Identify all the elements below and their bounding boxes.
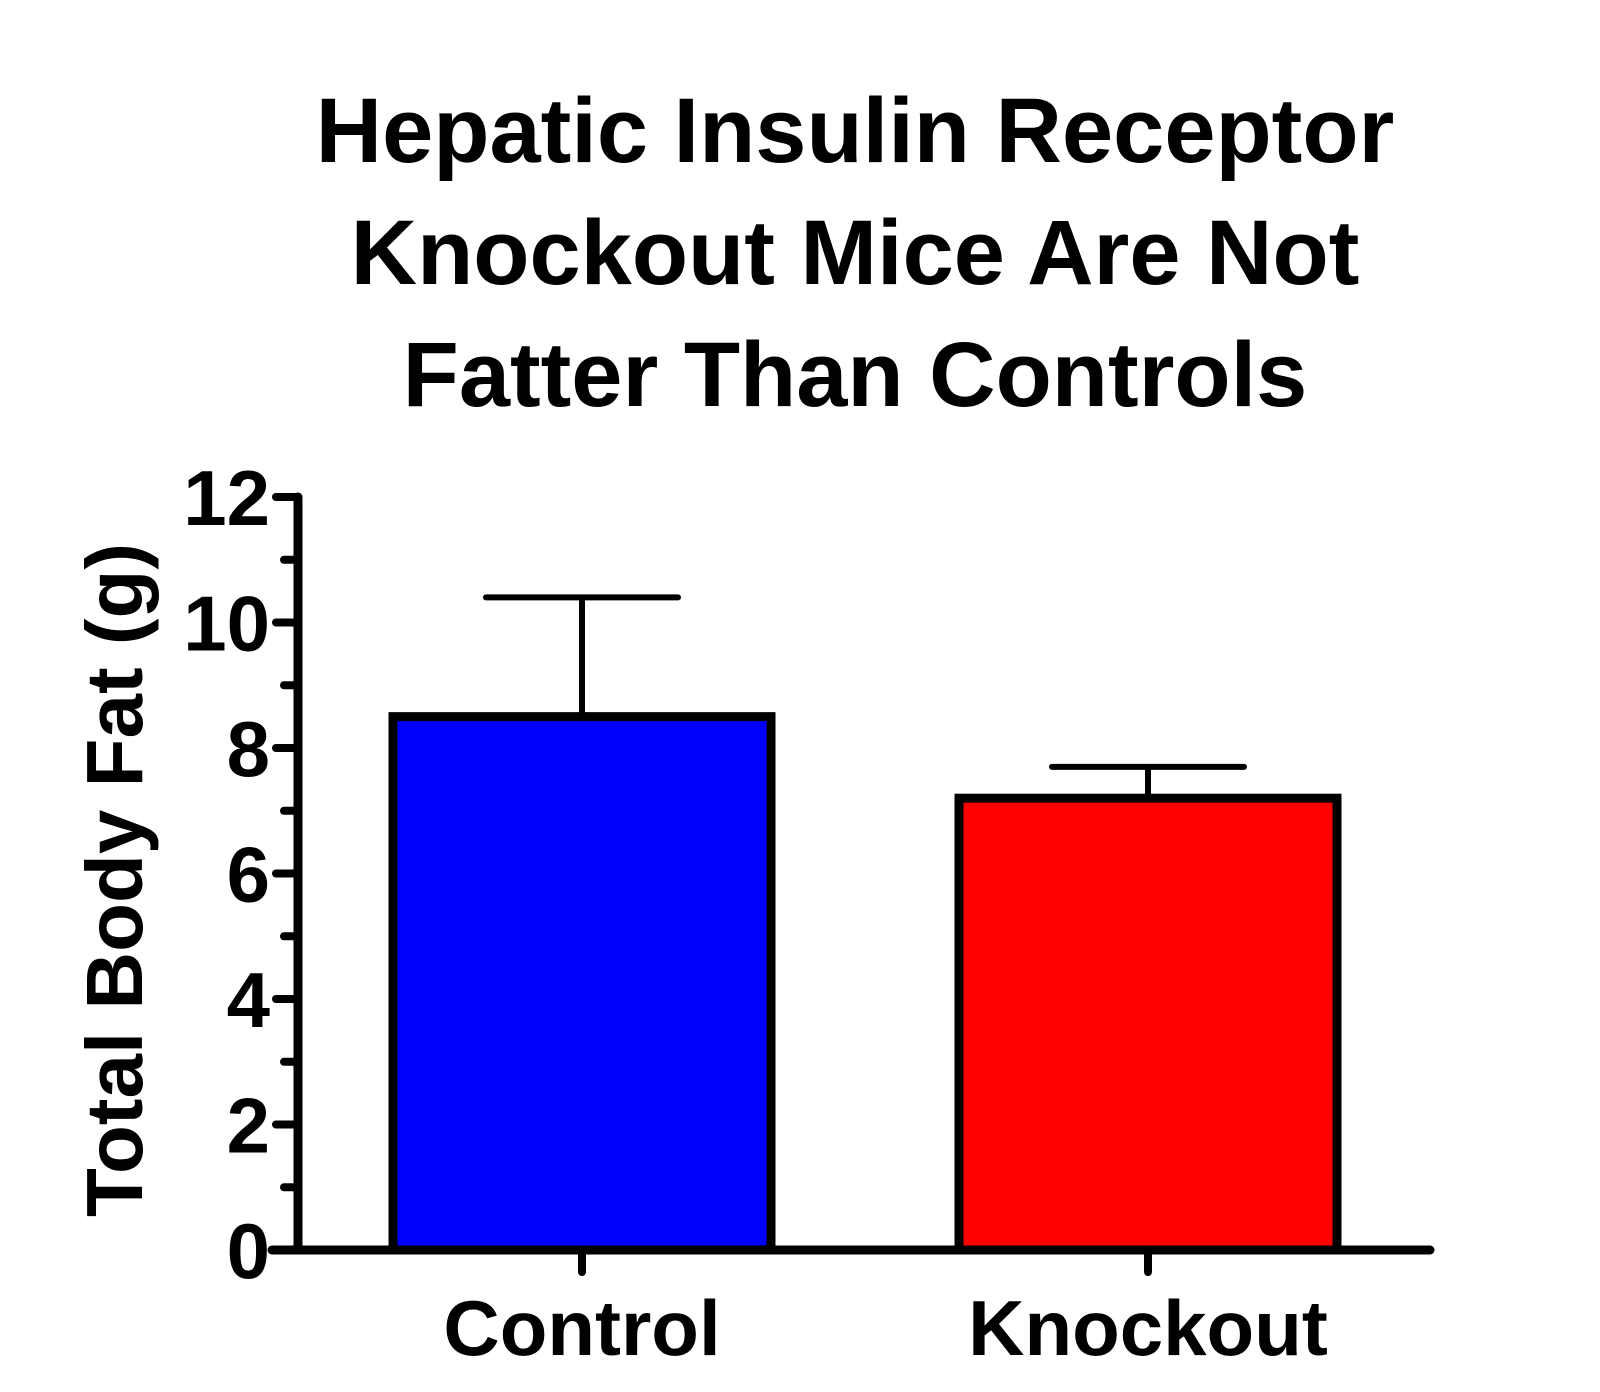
y-tick-label: 8 — [227, 705, 270, 793]
x-tick-label-control: Control — [443, 1284, 720, 1372]
y-tick-label: 6 — [227, 831, 270, 919]
chart-title: Hepatic Insulin Receptor Knockout Mice A… — [230, 70, 1480, 436]
y-tick-label: 4 — [227, 956, 270, 1044]
chart-title-line-1: Hepatic Insulin Receptor — [315, 80, 1395, 182]
chart-title-line-2: Knockout Mice Are Not — [350, 202, 1360, 304]
y-tick-label: 0 — [227, 1207, 270, 1295]
y-tick-label: 10 — [183, 580, 270, 668]
y-tick-label: 2 — [227, 1082, 270, 1170]
bar-knockout — [954, 793, 1342, 1255]
bar-control — [388, 712, 776, 1255]
plot-area: Control Knockout 0 2 4 6 8 10 12 — [183, 454, 1435, 1372]
y-axis-label: Total Body Fat (g) — [70, 543, 159, 1217]
y-tick-label: 12 — [183, 454, 270, 542]
chart-title-line-3: Fatter Than Controls — [402, 324, 1308, 426]
x-tick-label-knockout: Knockout — [968, 1284, 1328, 1372]
